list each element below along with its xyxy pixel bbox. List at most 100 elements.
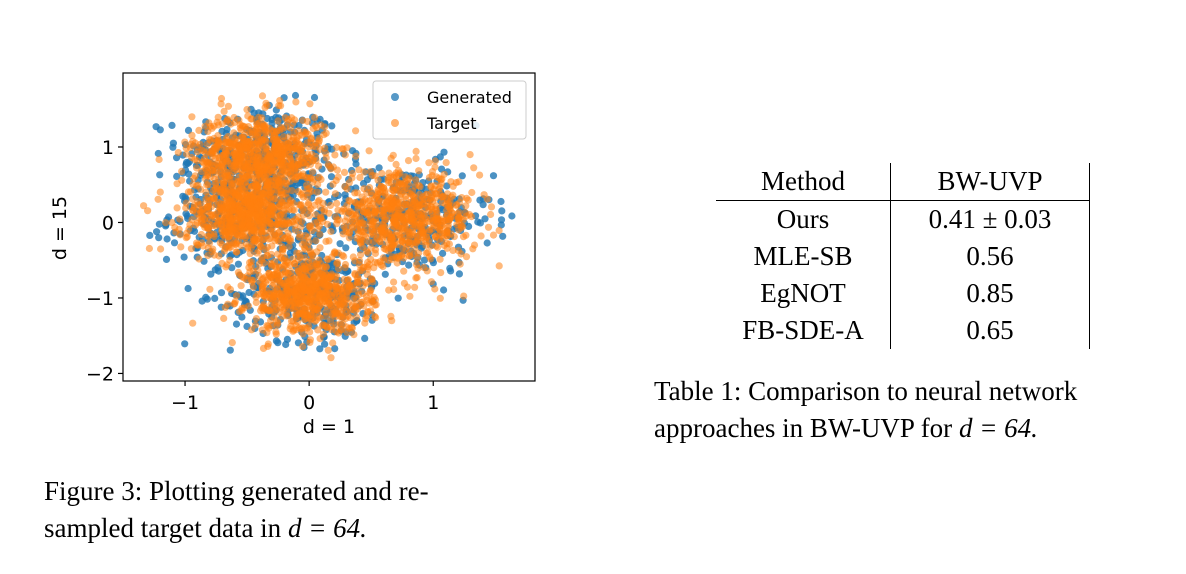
point-target	[223, 116, 231, 124]
point-target	[327, 354, 335, 362]
point-target	[224, 242, 232, 250]
point-target	[220, 107, 228, 115]
point-target	[217, 206, 225, 214]
point-generated	[310, 93, 319, 102]
point-target	[209, 211, 217, 219]
point-target	[382, 245, 390, 254]
point-generated	[497, 216, 506, 224]
point-generated	[291, 91, 300, 100]
point-target	[333, 199, 341, 207]
point-target	[231, 159, 239, 167]
point-target	[277, 191, 285, 199]
point-target	[388, 241, 396, 249]
point-target	[320, 206, 329, 214]
point-target	[209, 222, 217, 230]
point-generated	[184, 284, 192, 293]
point-target	[311, 143, 320, 151]
point-target	[306, 100, 314, 108]
figure-caption-lead: Figure 3: Plotting generated and re-	[44, 476, 429, 506]
point-target	[271, 158, 279, 166]
point-target	[322, 149, 330, 157]
point-target	[228, 202, 236, 210]
point-target	[228, 339, 236, 347]
point-target	[412, 261, 421, 269]
point-target	[331, 310, 339, 318]
point-target	[392, 160, 400, 168]
point-target	[341, 260, 350, 269]
point-target	[348, 301, 356, 309]
point-target	[331, 190, 339, 198]
point-target	[315, 134, 323, 142]
point-generated	[207, 270, 215, 278]
point-target	[436, 183, 444, 191]
point-generated	[182, 210, 190, 218]
point-target	[270, 313, 278, 321]
cell-value: 0.85	[890, 275, 1090, 312]
point-target	[262, 99, 270, 107]
point-generated	[274, 339, 282, 347]
point-generated	[215, 267, 223, 275]
point-generated	[211, 294, 219, 302]
point-target	[384, 193, 392, 201]
point-generated	[497, 197, 505, 206]
point-target	[449, 182, 457, 190]
point-target	[178, 176, 186, 184]
point-generated	[476, 219, 484, 227]
point-target	[442, 159, 450, 167]
point-target	[412, 147, 420, 155]
point-target	[495, 262, 503, 270]
point-target	[390, 278, 398, 286]
point-target	[252, 298, 260, 307]
point-target	[254, 138, 262, 146]
point-target	[258, 114, 266, 122]
point-target	[269, 276, 278, 284]
point-target	[156, 188, 164, 196]
point-target	[154, 195, 162, 203]
point-target	[272, 330, 280, 338]
point-target	[196, 207, 204, 215]
figure-caption-tail: sampled target data in	[44, 513, 288, 543]
point-target	[389, 199, 397, 207]
point-target	[316, 244, 324, 252]
table-row: Ours 0.41 ± 0.03	[716, 200, 1090, 238]
point-target	[264, 340, 272, 348]
point-target	[205, 119, 213, 127]
point-target	[281, 282, 289, 291]
point-target	[295, 249, 303, 258]
point-target	[223, 261, 231, 269]
point-target	[286, 144, 294, 152]
point-target	[342, 224, 350, 232]
point-target	[275, 206, 283, 214]
point-target	[357, 301, 365, 309]
point-target	[245, 221, 253, 229]
point-target	[270, 195, 278, 203]
point-target	[314, 265, 322, 273]
point-target	[242, 275, 250, 283]
point-target	[299, 310, 307, 319]
point-target	[392, 217, 400, 225]
point-target	[286, 124, 294, 132]
point-target	[249, 283, 257, 291]
point-target	[355, 229, 363, 237]
point-target	[319, 330, 327, 338]
point-target	[299, 159, 307, 167]
point-target	[319, 289, 327, 297]
point-target	[466, 151, 474, 159]
point-target	[415, 167, 423, 175]
point-target	[256, 192, 264, 201]
point-target	[263, 329, 271, 337]
point-target	[406, 189, 414, 197]
point-target	[294, 188, 302, 196]
point-generated	[168, 121, 176, 129]
point-target	[259, 344, 268, 352]
point-target	[263, 210, 272, 219]
point-generated	[155, 234, 163, 242]
point-target	[354, 287, 362, 295]
point-target	[229, 164, 237, 172]
point-target	[352, 127, 360, 135]
point-target	[289, 299, 297, 307]
point-generated	[476, 196, 484, 204]
point-target	[208, 146, 216, 155]
point-target	[350, 214, 359, 222]
